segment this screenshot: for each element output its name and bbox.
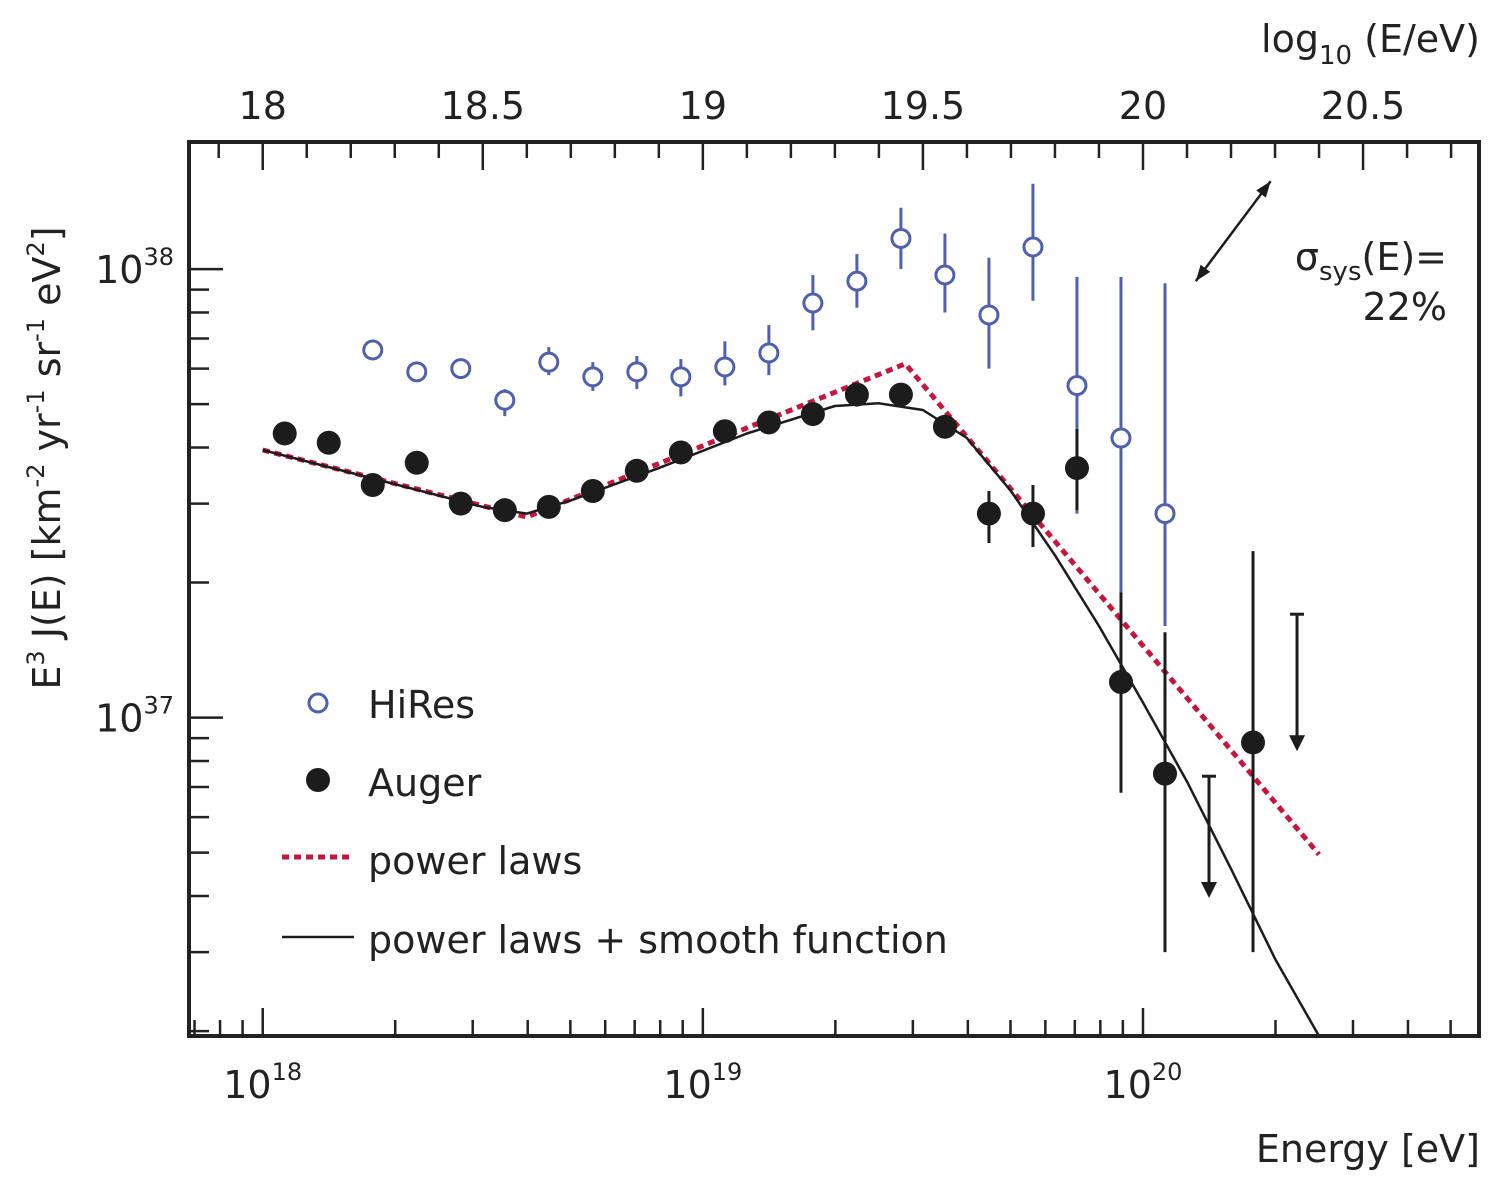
axis-tick-labels: 1018 1019 1020 1037 1038 18 18.5 19 19.5 20 20.5 — [95, 84, 1405, 1107]
systematic-arrowhead — [1195, 264, 1211, 282]
data-point — [1020, 501, 1045, 526]
data-point — [1064, 456, 1089, 481]
data-point — [978, 304, 1000, 326]
data-point — [1108, 670, 1133, 695]
legend: HiRes Auger power laws power laws + smoo… — [282, 683, 948, 962]
upper-limit-arrowhead — [1201, 882, 1218, 899]
data-point — [272, 421, 297, 446]
data-point — [712, 419, 737, 444]
systematic-arrowhead — [1256, 181, 1271, 198]
x-tick-label: 1020 — [1104, 1058, 1183, 1107]
data-point — [668, 440, 693, 465]
systematic-arrow-shaft — [1194, 180, 1272, 282]
data-point — [756, 410, 781, 435]
top-tick-label: 20.5 — [1321, 84, 1406, 128]
x-tick-label: 1019 — [663, 1058, 742, 1107]
data-point — [846, 270, 868, 292]
data-point — [1152, 761, 1177, 786]
y-tick-label: 1037 — [95, 692, 174, 741]
data-point — [404, 450, 429, 475]
upper-limit-arrowhead — [1289, 735, 1306, 752]
data-point — [1066, 375, 1088, 397]
data-point — [670, 366, 692, 388]
legend-smooth-label: power laws + smooth function — [368, 918, 948, 962]
data-point — [1241, 730, 1266, 755]
data-point — [802, 292, 824, 314]
data-point — [1110, 427, 1132, 449]
data-point — [580, 479, 605, 504]
top-tick-label: 20 — [1119, 84, 1167, 128]
legend-hires-marker — [307, 692, 329, 714]
data-point — [976, 501, 1001, 526]
data-point — [582, 366, 604, 388]
legend-auger-label: Auger — [368, 761, 482, 805]
data-point — [844, 382, 869, 407]
data-point — [626, 361, 648, 383]
data-point — [494, 389, 516, 411]
data-point — [1154, 503, 1176, 525]
x-tick-label: 1018 — [223, 1058, 302, 1107]
sigma-sys-label: σsys(E)= — [1295, 235, 1447, 287]
data-point — [714, 356, 736, 378]
sigma-sys-value: 22% — [1363, 285, 1447, 329]
data-point — [406, 361, 428, 383]
top-tick-label: 19 — [679, 84, 727, 128]
y-axis-title: E3 J(E) [km-2 yr-1 sr-1 eV2] — [22, 226, 69, 689]
series-auger — [272, 382, 1266, 953]
data-point — [450, 358, 472, 380]
data-point — [934, 264, 956, 286]
data-point — [888, 382, 913, 407]
y-tick-label: 1038 — [95, 243, 174, 292]
data-point — [538, 351, 560, 373]
data-point — [800, 402, 825, 427]
upper-limit — [1289, 612, 1306, 752]
axis-ticks — [189, 142, 1453, 1036]
plot-area — [262, 183, 1321, 1037]
legend-auger-marker — [306, 768, 330, 792]
data-point — [932, 414, 957, 439]
plot-frame — [187, 140, 1481, 1038]
data-point — [1022, 236, 1044, 258]
legend-item-hires: HiRes — [307, 683, 475, 727]
data-point — [448, 491, 473, 516]
legend-item-auger: Auger — [306, 761, 482, 805]
x-axis-title: Energy [eV] — [1256, 1127, 1480, 1171]
data-point — [316, 430, 341, 455]
top-tick-label: 18 — [239, 84, 287, 128]
data-point — [360, 473, 385, 498]
series-hires — [362, 183, 1176, 627]
data-point — [492, 498, 517, 523]
systematic-uncertainty-annotation: σsys(E)= 22% — [1194, 180, 1447, 329]
legend-power-laws-label: power laws — [368, 839, 582, 883]
top-axis-title: log10 (E/eV) — [1261, 17, 1480, 71]
top-tick-label: 19.5 — [881, 84, 966, 128]
data-point — [624, 458, 649, 483]
data-point — [758, 342, 780, 364]
data-point — [890, 227, 912, 249]
upper-limit — [1201, 774, 1218, 899]
legend-item-smooth: power laws + smooth function — [282, 918, 948, 962]
legend-item-power-laws: power laws — [282, 839, 582, 883]
top-tick-label: 18.5 — [440, 84, 525, 128]
systematic-arrow — [1194, 180, 1272, 282]
data-point — [362, 339, 384, 361]
legend-hires-label: HiRes — [368, 683, 475, 727]
data-point — [536, 494, 561, 519]
